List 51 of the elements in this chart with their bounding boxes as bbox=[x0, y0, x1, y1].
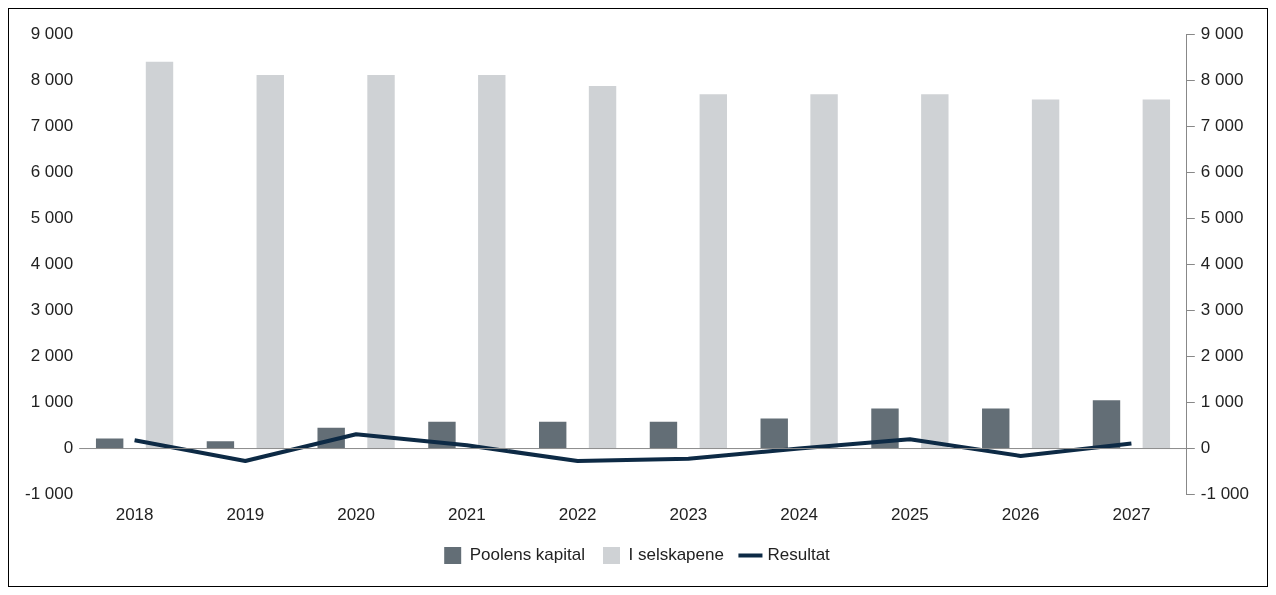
y-tick-label: 6 000 bbox=[30, 161, 74, 181]
x-tick-label: 2027 bbox=[1112, 505, 1151, 525]
legend-label: Resultat bbox=[767, 545, 831, 565]
bar bbox=[1031, 99, 1060, 449]
bar bbox=[538, 421, 567, 449]
y2-tick-label: 6 000 bbox=[1200, 161, 1244, 181]
y2-tick-label: 0 bbox=[1200, 438, 1211, 458]
y-tick-label: 8 000 bbox=[30, 69, 74, 89]
y2-tick-label: 1 000 bbox=[1200, 392, 1244, 412]
x-tick-label: 2018 bbox=[115, 505, 154, 525]
y2-tick-label: 9 000 bbox=[1200, 23, 1244, 43]
y2-tick-label: 4 000 bbox=[1200, 253, 1244, 273]
bar bbox=[145, 61, 174, 449]
bar bbox=[699, 94, 728, 449]
y-tick-label: 5 000 bbox=[30, 207, 74, 227]
x-tick-label: 2024 bbox=[780, 505, 819, 525]
x-tick-label: 2022 bbox=[558, 505, 597, 525]
y-tick-label: 4 000 bbox=[30, 253, 74, 273]
bar bbox=[649, 421, 678, 449]
y2-tick-label: 3 000 bbox=[1200, 300, 1244, 320]
bar bbox=[478, 74, 506, 449]
bar bbox=[921, 94, 949, 449]
y2-tick-label: 5 000 bbox=[1200, 207, 1244, 227]
y2-tick-label: -1 000 bbox=[1200, 484, 1249, 504]
bar bbox=[367, 74, 395, 449]
y-tick-label: 7 000 bbox=[30, 115, 74, 135]
legend-label: Poolens kapital bbox=[469, 545, 586, 565]
y-tick-label: 9 000 bbox=[30, 23, 74, 43]
y2-tick-label: 7 000 bbox=[1200, 115, 1244, 135]
y-tick-label: 2 000 bbox=[30, 346, 74, 366]
y-tick-label: 3 000 bbox=[30, 300, 74, 320]
x-tick-label: 2021 bbox=[447, 505, 486, 525]
y2-tick-label: 8 000 bbox=[1200, 69, 1244, 89]
x-tick-label: 2020 bbox=[337, 505, 376, 525]
y-tick-label: 0 bbox=[63, 438, 74, 458]
y2-tick-label: 2 000 bbox=[1200, 346, 1244, 366]
bar bbox=[982, 408, 1010, 449]
x-tick-label: 2019 bbox=[226, 505, 265, 525]
bar bbox=[1142, 99, 1171, 449]
bar bbox=[760, 418, 788, 449]
x-tick-label: 2026 bbox=[1001, 505, 1040, 525]
legend-label: I selskapene bbox=[628, 545, 724, 565]
bar bbox=[256, 74, 284, 449]
bar bbox=[588, 86, 617, 449]
bar bbox=[95, 438, 124, 449]
x-tick-label: 2025 bbox=[890, 505, 929, 525]
x-tick-label: 2023 bbox=[669, 505, 708, 525]
y-tick-label: 1 000 bbox=[30, 392, 74, 412]
y-tick-label: -1 000 bbox=[25, 484, 74, 504]
bar bbox=[1092, 400, 1121, 449]
bar bbox=[810, 94, 838, 449]
